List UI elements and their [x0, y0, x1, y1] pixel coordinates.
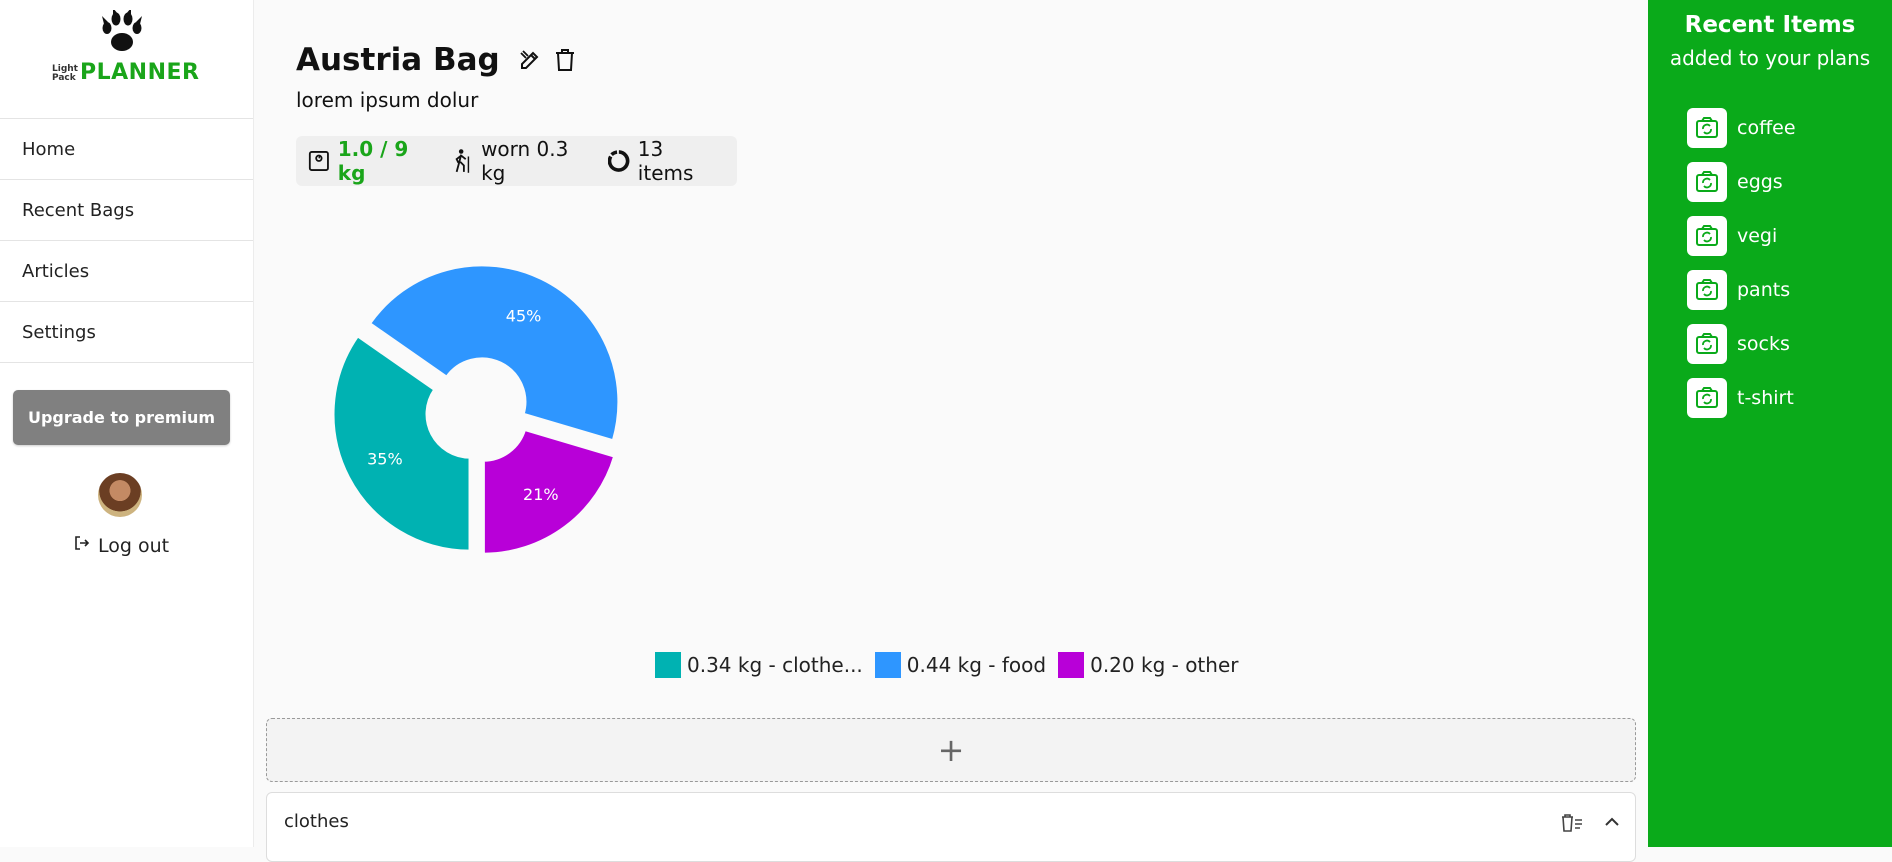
add-again-icon[interactable]	[1687, 108, 1727, 148]
category-card: clothes	[266, 792, 1636, 862]
nav-settings[interactable]: Settings	[0, 302, 253, 363]
recent-item-label: t-shirt	[1737, 387, 1794, 409]
logout-label: Log out	[98, 535, 170, 557]
avatar[interactable]	[98, 473, 142, 517]
legend-label: 0.20 kg - other	[1090, 653, 1239, 677]
add-again-icon[interactable]	[1687, 324, 1727, 364]
add-again-icon[interactable]	[1687, 378, 1727, 418]
recent-subtitle: added to your plans	[1669, 46, 1871, 70]
upgrade-button[interactable]: Upgrade to premium	[13, 390, 230, 445]
chevron-up-icon[interactable]	[1603, 813, 1621, 831]
recent-item-vegi[interactable]: vegi	[1687, 216, 1796, 256]
recent-item-label: eggs	[1737, 171, 1783, 193]
pie-slice[interactable]	[331, 334, 472, 553]
edit-icon[interactable]	[518, 48, 542, 72]
sidebar: Light Pack PLANNER Home Recent Bags Artic…	[0, 0, 254, 847]
bag-description: lorem ipsum dolur	[296, 88, 479, 112]
bag-stats: 1.0 / 9 kg worn 0.3 kg 13 items	[296, 136, 737, 186]
hiker-icon	[455, 149, 470, 173]
slice-percent-label: 45%	[506, 306, 542, 325]
chart-legend: 0.34 kg - clothe... 0.44 kg - food 0.20 …	[655, 652, 1250, 678]
legend-item-food[interactable]: 0.44 kg - food	[874, 652, 1047, 678]
recent-item-eggs[interactable]: eggs	[1687, 162, 1796, 202]
recent-item-label: pants	[1737, 279, 1791, 301]
weight-pie-chart: 35% 45% 21%	[331, 263, 621, 556]
recent-item-socks[interactable]: socks	[1687, 324, 1796, 364]
weight-stat: 1.0 / 9 kg	[308, 137, 433, 185]
nav-recent-bags[interactable]: Recent Bags	[0, 180, 253, 241]
items-count: 13 items	[637, 137, 694, 185]
recent-item-label: socks	[1737, 333, 1790, 355]
logo-light-pack: Light Pack	[52, 64, 78, 83]
recent-items-panel: Recent Items added to your plans coffee …	[1648, 0, 1892, 847]
pie-slice[interactable]	[368, 263, 621, 443]
pie-slice[interactable]	[481, 427, 617, 556]
legend-label: 0.34 kg - clothe...	[687, 653, 863, 677]
scale-icon	[308, 151, 329, 171]
recent-item-label: coffee	[1737, 117, 1796, 139]
recent-item-t-shirt[interactable]: t-shirt	[1687, 378, 1796, 418]
nav-articles[interactable]: Articles	[0, 241, 253, 302]
legend-item-other[interactable]: 0.20 kg - other	[1058, 652, 1238, 678]
paw-icon	[102, 10, 142, 51]
legend-label: 0.44 kg - food	[906, 653, 1047, 677]
recent-item-coffee[interactable]: coffee	[1687, 108, 1796, 148]
items-stat: 13 items	[608, 137, 717, 185]
logout-button[interactable]: Log out	[74, 535, 169, 557]
weight-value: 1.0 / 9 kg	[337, 137, 409, 185]
slice-percent-label: 21%	[523, 485, 559, 504]
add-again-icon[interactable]	[1687, 270, 1727, 310]
add-category-button[interactable]: +	[266, 718, 1636, 782]
recent-item-pants[interactable]: pants	[1687, 270, 1796, 310]
recent-title: Recent Items	[1684, 12, 1856, 38]
add-again-icon[interactable]	[1687, 162, 1727, 202]
legend-item-clothes[interactable]: 0.34 kg - clothe...	[655, 652, 863, 678]
worn-value: worn 0.3 kg	[481, 137, 569, 185]
logo-planner: PLANNER	[80, 60, 200, 85]
delete-category-icon[interactable]	[1561, 813, 1583, 833]
bag-title: Austria Bag	[296, 42, 500, 78]
slice-percent-label: 35%	[367, 450, 403, 469]
worn-stat: worn 0.3 kg	[453, 137, 588, 185]
recent-item-label: vegi	[1737, 225, 1778, 247]
logout-icon	[75, 536, 90, 550]
add-again-icon[interactable]	[1687, 216, 1727, 256]
nav-home[interactable]: Home	[0, 119, 253, 180]
donut-icon	[608, 150, 630, 172]
legend-swatch	[1058, 652, 1085, 678]
legend-swatch	[655, 652, 681, 678]
logo[interactable]: Light Pack PLANNER	[0, 0, 253, 119]
legend-swatch	[874, 652, 901, 678]
category-name: clothes	[284, 811, 349, 832]
trash-icon[interactable]	[554, 48, 576, 72]
recent-list: coffee eggs vegi pants socks	[1687, 108, 1796, 432]
bag-header: Austria Bag	[296, 42, 576, 78]
main-content: Austria Bag lorem ipsum dolur 1.0 / 9 kg	[253, 0, 1648, 862]
